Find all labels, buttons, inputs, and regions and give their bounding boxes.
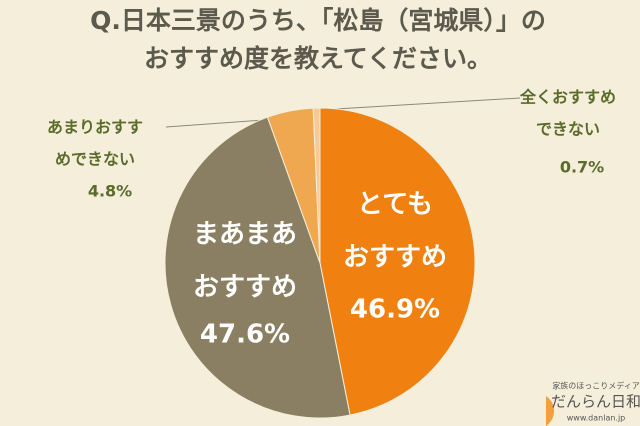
pie-slice (312, 107, 321, 264)
slice-label: あまりおすす (47, 118, 143, 137)
chart-title: おすすめ度を教えてください。 (144, 44, 492, 73)
leader-line (317, 97, 521, 111)
slice-label: おすすめ (343, 243, 447, 273)
pie-slice (319, 107, 476, 416)
slice-label: 全くおすすめ (519, 88, 616, 107)
value-label: 46.9% (350, 295, 440, 325)
logo-mark (546, 396, 555, 426)
slice-label: まあまあ (193, 220, 297, 250)
slice-label: おすすめ (193, 273, 297, 303)
value-label: 4.8% (88, 182, 132, 201)
logo-text: 家族のほっこりメディア (552, 381, 639, 391)
value-label: 0.7% (560, 158, 604, 177)
slice-label: めできない (55, 150, 135, 169)
slice-label: できない (536, 120, 600, 139)
logo-text: www.danlan.jp (567, 414, 626, 423)
logo-text: だんらん日和 (551, 393, 640, 411)
pie-slice (164, 116, 351, 419)
slice-label: とても (357, 190, 433, 220)
value-label: 47.6% (200, 320, 290, 350)
chart-title: Q.日本三景のうち、「松島（宮城県）」の (90, 6, 546, 35)
